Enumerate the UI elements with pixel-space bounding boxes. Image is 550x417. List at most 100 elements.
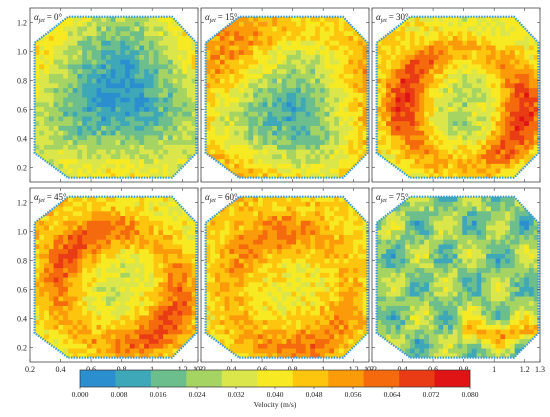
field-cell	[77, 324, 83, 330]
field-cell	[300, 21, 306, 27]
field-cell	[39, 130, 45, 136]
field-cell	[110, 210, 116, 217]
field-cell	[310, 139, 316, 145]
field-cell	[281, 139, 287, 145]
field-cell	[215, 35, 221, 41]
field-cell	[53, 120, 59, 126]
field-cell	[291, 40, 297, 46]
field-cell	[300, 64, 306, 70]
field-cell	[129, 225, 135, 231]
field-cell	[524, 30, 530, 37]
field-cell	[163, 225, 169, 231]
field-cell	[338, 16, 345, 22]
field-cell	[319, 68, 326, 74]
field-cell	[144, 68, 150, 74]
field-cell	[476, 144, 482, 150]
field-cell	[63, 220, 69, 226]
field-cell	[110, 286, 116, 292]
field-cell	[224, 158, 230, 164]
field-cell	[509, 97, 516, 103]
field-cell	[91, 106, 97, 112]
field-cell	[91, 16, 97, 22]
field-cell	[172, 158, 178, 164]
field-cell	[533, 111, 539, 117]
field-cell	[219, 296, 226, 302]
field-cell	[424, 83, 430, 89]
field-cell	[281, 26, 287, 32]
field-cell	[167, 116, 174, 122]
field-cell	[262, 49, 268, 55]
field-cell	[48, 54, 55, 60]
field-cell	[348, 101, 354, 108]
field-cell	[319, 144, 326, 150]
field-cell	[148, 267, 155, 273]
field-cell	[381, 59, 387, 65]
field-cell	[110, 168, 116, 174]
field-cell	[106, 26, 112, 32]
field-cell	[348, 54, 354, 60]
field-cell	[315, 130, 321, 136]
field-cell	[238, 64, 245, 70]
field-cell	[509, 78, 516, 84]
field-cell	[186, 248, 193, 254]
field-cell	[305, 35, 311, 41]
field-cell	[224, 291, 230, 297]
field-cell	[471, 21, 477, 27]
field-cell	[219, 73, 226, 79]
field-cell	[63, 263, 69, 269]
field-cell	[528, 54, 535, 60]
field-cell	[115, 319, 121, 325]
field-cell	[238, 139, 245, 145]
field-cell	[115, 305, 121, 311]
field-cell	[163, 26, 169, 32]
field-cell	[528, 101, 535, 108]
field-cell	[258, 64, 264, 70]
field-cell	[139, 49, 145, 55]
field-cell	[219, 334, 226, 340]
field-cell	[305, 73, 311, 79]
field-cell	[338, 97, 345, 103]
field-cell	[91, 135, 97, 141]
field-cell	[258, 120, 264, 126]
field-cell	[177, 319, 183, 325]
field-cell	[58, 234, 64, 240]
field-cell	[87, 234, 93, 240]
field-cell	[315, 40, 321, 46]
field-cell	[429, 111, 435, 117]
field-cell	[267, 30, 273, 37]
field-cell	[210, 125, 216, 131]
field-cell	[177, 258, 183, 264]
field-cell	[120, 172, 126, 178]
field-cell	[139, 78, 145, 84]
field-cell	[82, 16, 88, 22]
field-cell	[153, 125, 159, 131]
field-cell	[82, 101, 88, 108]
field-cell	[48, 78, 55, 84]
field-cell	[500, 49, 506, 55]
field-cell	[58, 54, 64, 60]
field-cell	[419, 49, 425, 55]
field-cell	[82, 149, 88, 155]
field-cell	[248, 92, 254, 98]
field-cell	[224, 144, 230, 150]
field-cell	[177, 343, 183, 349]
field-cell	[129, 324, 135, 330]
field-cell	[139, 267, 145, 273]
field-cell	[177, 329, 183, 335]
field-cell	[433, 30, 439, 37]
field-cell	[172, 348, 178, 354]
field-cell	[172, 225, 178, 231]
field-cell	[139, 229, 145, 235]
field-cell	[115, 215, 121, 221]
field-cell	[58, 210, 64, 217]
field-cell	[481, 45, 487, 51]
field-cell	[63, 26, 69, 32]
field-cell	[509, 64, 516, 70]
field-cell	[144, 281, 150, 288]
field-cell	[253, 154, 259, 160]
field-cell	[39, 281, 45, 288]
field-cell	[272, 101, 278, 108]
field-cell	[158, 225, 164, 231]
field-cell	[310, 172, 316, 178]
field-cell	[96, 234, 102, 240]
